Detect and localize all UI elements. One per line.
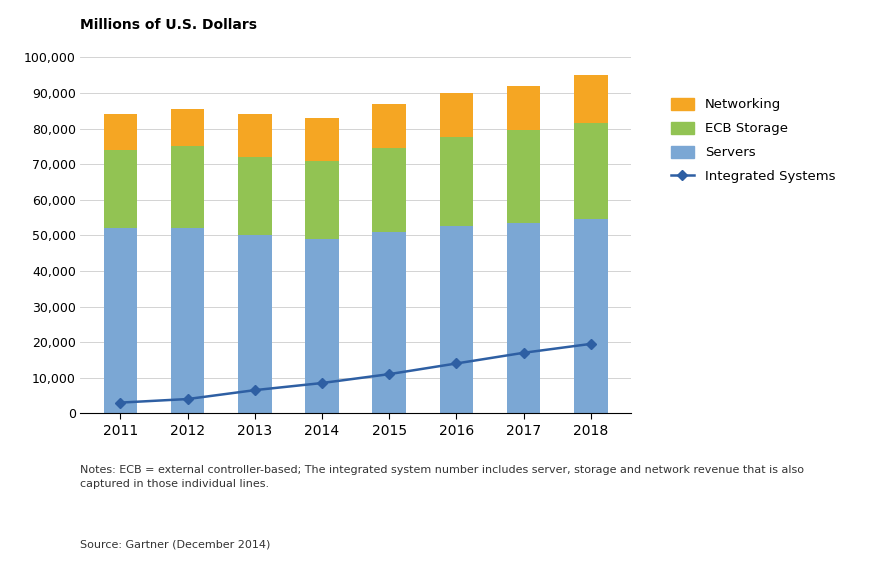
Bar: [305, 118, 339, 161]
Bar: [440, 93, 473, 137]
Bar: [574, 123, 608, 219]
Text: Millions of U.S. Dollars: Millions of U.S. Dollars: [80, 18, 257, 33]
Bar: [574, 75, 608, 123]
Bar: [171, 228, 204, 413]
Bar: [103, 228, 137, 413]
Bar: [507, 223, 541, 413]
Bar: [372, 148, 406, 232]
Bar: [574, 219, 608, 413]
Bar: [238, 157, 271, 235]
Bar: [171, 109, 204, 146]
Bar: [372, 104, 406, 148]
Bar: [507, 130, 541, 223]
Bar: [372, 232, 406, 413]
Bar: [238, 235, 271, 413]
Bar: [305, 239, 339, 413]
Bar: [171, 146, 204, 228]
Bar: [507, 86, 541, 130]
Bar: [103, 114, 137, 150]
Bar: [305, 161, 339, 239]
Text: Source: Gartner (December 2014): Source: Gartner (December 2014): [80, 540, 270, 549]
Bar: [103, 150, 137, 228]
Bar: [238, 114, 271, 157]
Bar: [440, 226, 473, 413]
Bar: [440, 137, 473, 226]
Text: Notes: ECB = external controller-based; The integrated system number includes se: Notes: ECB = external controller-based; …: [80, 465, 804, 489]
Legend: Networking, ECB Storage, Servers, Integrated Systems: Networking, ECB Storage, Servers, Integr…: [665, 92, 841, 188]
